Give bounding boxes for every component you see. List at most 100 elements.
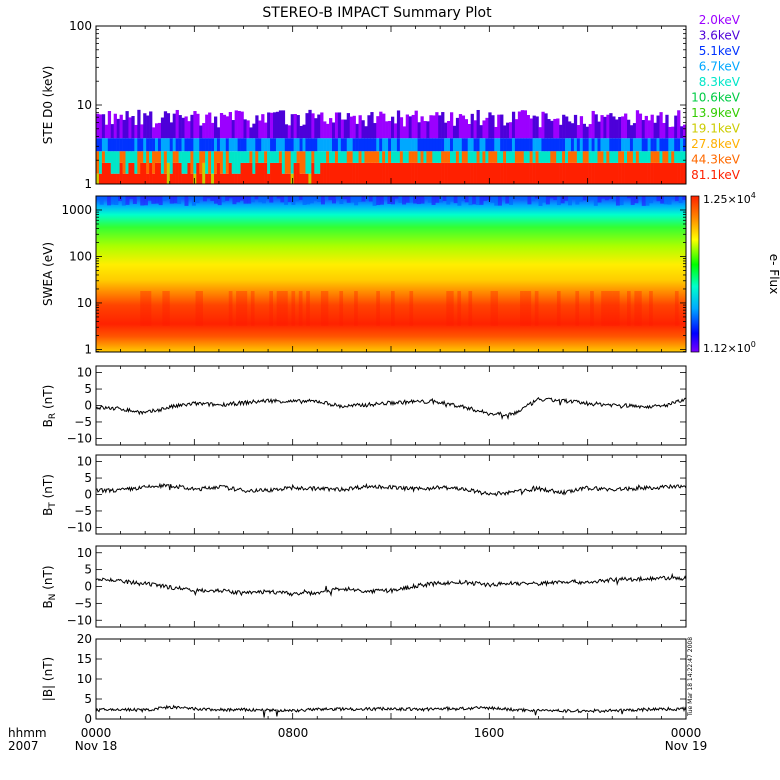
ste-bin [364, 126, 368, 139]
ste-bin [270, 151, 274, 163]
ste-bin [98, 151, 103, 174]
ste-bin [340, 138, 345, 152]
ste-bin [267, 151, 271, 174]
swea-bin [575, 196, 580, 205]
ste-bin [157, 162, 162, 184]
ste-bin [199, 125, 203, 139]
ste-bin [544, 151, 548, 163]
ste-bin [600, 162, 604, 184]
ste-bin [137, 138, 141, 152]
ste-bin [603, 162, 607, 184]
ste-bin [420, 138, 424, 152]
ste-bin [205, 114, 209, 139]
ste-bin [570, 151, 575, 163]
ste-bin [641, 162, 645, 184]
ste-axis: 1 10 100 [69, 19, 687, 191]
swea-bin [225, 196, 230, 201]
ste-bin [597, 121, 601, 139]
ste-bin [494, 162, 498, 184]
ste-bin [668, 138, 672, 152]
bt-axis: −10 −5 0 5 10 [67, 455, 687, 534]
ste-bin [500, 114, 504, 139]
ste-bin [677, 151, 681, 163]
ste-bin [134, 138, 138, 152]
ste-bin [219, 112, 224, 139]
swea-bin [608, 196, 613, 199]
ste-bin [385, 138, 389, 152]
ste-bin [302, 138, 306, 152]
ste-bin [160, 138, 165, 152]
ste-bin [376, 116, 380, 139]
ste-bin [352, 162, 356, 184]
swea-bin [457, 291, 462, 326]
ste-bin [264, 162, 268, 184]
ste-bin [485, 151, 489, 163]
ste-bin [585, 126, 589, 139]
ste-bin [680, 162, 684, 184]
ste-bin [146, 138, 150, 152]
ste-bin [615, 151, 619, 163]
ste-bin [252, 173, 256, 184]
ste-bin [320, 112, 324, 139]
ste-bin [119, 114, 123, 139]
ste-bin [364, 151, 368, 163]
ste-bin [520, 162, 525, 184]
ste-bin [647, 138, 651, 152]
swea-bin [545, 196, 550, 205]
ste-bin [624, 113, 628, 139]
ste-bin [376, 138, 380, 152]
ste-bin [674, 162, 678, 184]
swea-bin [442, 196, 447, 201]
ste-bin [155, 138, 159, 152]
ste-bin [225, 151, 230, 174]
ste-bin [621, 151, 625, 163]
ste-bin [659, 138, 663, 152]
ste-bin [662, 122, 666, 139]
swea-bin [103, 196, 108, 200]
ste-bin [287, 151, 291, 174]
swea-bin [612, 196, 617, 202]
ste-bin [143, 151, 147, 163]
bt-panel: −10 −5 0 5 10 BT (nT) [41, 454, 687, 535]
ste-bin [438, 162, 442, 184]
ste-bin [509, 151, 513, 163]
ste-bin [632, 123, 637, 139]
ste-bin [411, 114, 415, 139]
swea-bin [604, 196, 609, 201]
ste-bin [166, 138, 171, 152]
ste-bin [391, 116, 395, 139]
ste-bin [152, 138, 156, 152]
ste-bin [270, 112, 274, 139]
ste-bin [585, 151, 589, 163]
ste-bin [216, 127, 221, 139]
ste-bin [450, 151, 454, 163]
ste-bin [432, 151, 436, 163]
y-tick-label: 5 [84, 563, 92, 577]
ste-bin [166, 151, 171, 163]
ste-bin [125, 111, 129, 139]
colorbar-max-label: 1.25×104 [703, 191, 756, 206]
ste-bin [523, 151, 527, 163]
swea-bin [638, 196, 643, 200]
ste-bin [211, 173, 215, 184]
figure-title: STEREO-B IMPACT Summary Plot [262, 5, 492, 21]
swea-bin [461, 196, 466, 202]
ste-bin [594, 114, 598, 139]
ste-bin [414, 138, 418, 152]
swea-streaks [96, 196, 687, 326]
ste-bin [441, 138, 445, 152]
ste-bin [514, 162, 519, 184]
y-tick-label: −5 [74, 504, 92, 518]
ste-bin [538, 162, 542, 184]
swea-bin [269, 291, 273, 326]
swea-bin [357, 196, 362, 202]
ste-bin [284, 124, 289, 139]
swea-bin [317, 196, 322, 202]
ste-bin [638, 138, 643, 152]
ste-bin [317, 114, 321, 139]
y-tick-label: 10 [77, 366, 92, 380]
ste-bin [361, 162, 365, 184]
y-tick-label: 1 [84, 177, 92, 191]
y-tick-label: −10 [67, 613, 92, 627]
ste-bin [656, 151, 660, 163]
